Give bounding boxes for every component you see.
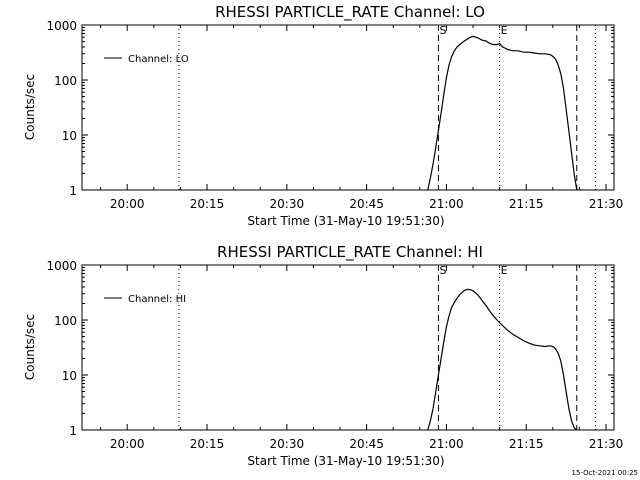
y-tick-label: 1: [69, 184, 77, 198]
legend-label: Channel: HI: [128, 294, 186, 305]
plot-frame: [81, 24, 615, 191]
x-tick-label: 21:15: [509, 437, 544, 451]
y-tick-label: 100: [54, 74, 77, 88]
series-line: [427, 288, 578, 431]
axis-ticks: 20:00 20:15 20:30 20:45 21:00 21:15 21:30 1 10 10…: [46, 259, 623, 451]
event-marker-label: S: [439, 24, 446, 37]
x-tick-label: 20:45: [349, 437, 384, 451]
legend: Channel: LO: [104, 54, 189, 65]
event-marker-label: E: [501, 24, 508, 37]
series-line: [427, 35, 578, 191]
x-tick-label: 21:00: [429, 437, 464, 451]
legend-label: Channel: LO: [128, 54, 189, 65]
x-tick-label: 20:30: [270, 197, 305, 211]
x-axis-label: Start Time (31-May-10 19:51:30): [247, 454, 444, 468]
y-tick-label: 1000: [46, 19, 77, 33]
x-tick-label: 21:00: [429, 197, 464, 211]
event-marker-label: E: [501, 264, 508, 277]
x-axis-label: Start Time (31-May-10 19:51:30): [247, 214, 444, 228]
series-layer: [427, 35, 578, 191]
series-layer: [427, 288, 578, 431]
y-tick-label: 10: [62, 369, 77, 383]
x-tick-label: 21:30: [589, 197, 624, 211]
y-tick-label: 1000: [46, 259, 77, 273]
x-tick-label: 20:00: [110, 437, 145, 451]
panel-title: RHESSI PARTICLE_RATE Channel: LO: [215, 3, 485, 22]
x-tick-label: 20:00: [110, 197, 145, 211]
x-tick-label: 20:30: [270, 437, 305, 451]
event-marker-label: S: [439, 264, 446, 277]
y-axis-label: Counts/sec: [23, 74, 37, 140]
x-tick-label: 20:15: [190, 437, 225, 451]
y-tick-label: 10: [62, 129, 77, 143]
y-axis-label: Counts/sec: [23, 314, 37, 380]
x-tick-label: 20:45: [349, 197, 384, 211]
panel-title: RHESSI PARTICLE_RATE Channel: HI: [217, 243, 483, 262]
y-tick-label: 1: [69, 424, 77, 438]
panel-hi: RHESSI PARTICLE_RATE Channel: HI 20:00 20…: [23, 243, 623, 468]
panel-lo: RHESSI PARTICLE_RATE Channel: LO 20:00 20…: [23, 3, 623, 228]
x-tick-label: 21:30: [589, 437, 624, 451]
legend: Channel: HI: [104, 294, 186, 305]
plot-frame: [81, 264, 615, 431]
x-tick-label: 21:15: [509, 197, 544, 211]
x-tick-label: 20:15: [190, 197, 225, 211]
y-tick-label: 100: [54, 314, 77, 328]
generation-timestamp: 15-Oct-2021 00:25: [572, 469, 638, 477]
axis-ticks: 20:00 20:15 20:30 20:45 21:00 21:15 21:30 1 10 10…: [46, 19, 623, 211]
